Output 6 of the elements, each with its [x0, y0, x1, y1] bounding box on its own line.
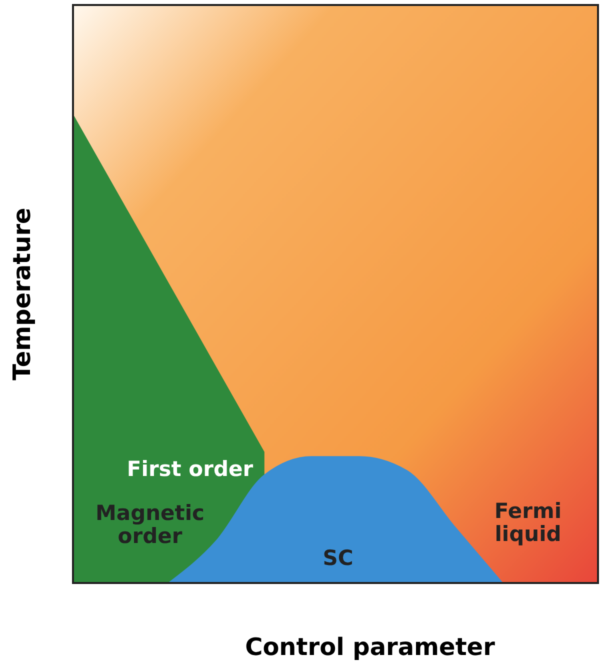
series-label: SC — [322, 546, 354, 570]
series-label: Magnetic order — [96, 501, 204, 548]
x-axis-title: Control parameter — [245, 633, 496, 661]
annotation: Fermi liquid — [494, 499, 562, 546]
annotation: First order — [126, 457, 254, 481]
y-axis-title: Temperature — [8, 208, 36, 380]
